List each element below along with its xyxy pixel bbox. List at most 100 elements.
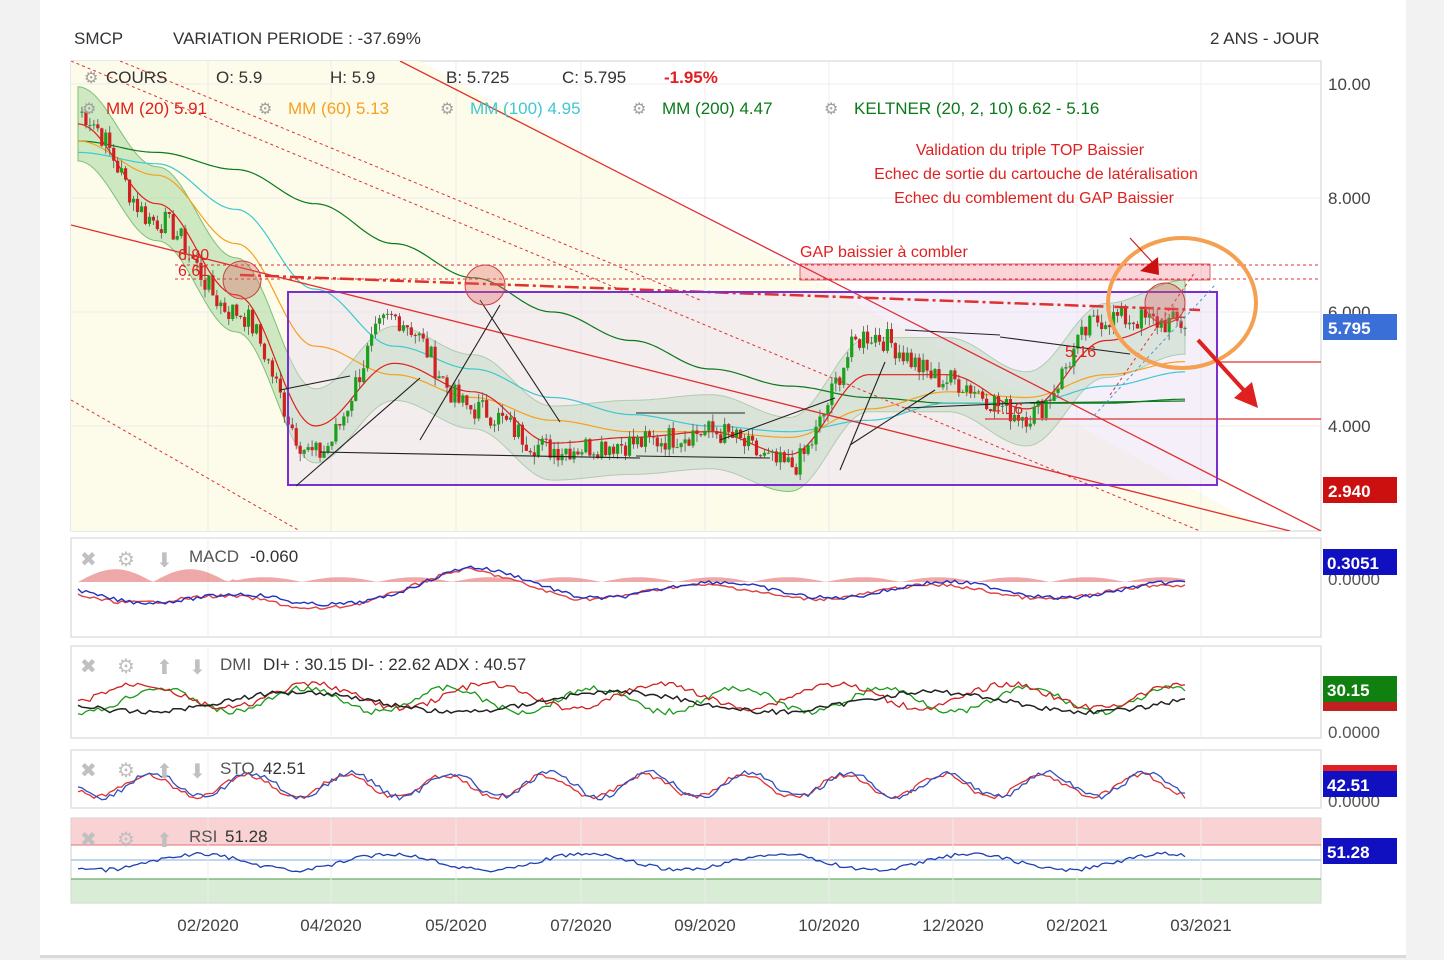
- dmi-panel: ✖ ⚙ ⬆ ⬇ DMI DI+ : 30.15 DI- : 22.62 ADX …: [70, 645, 1397, 742]
- close-icon[interactable]: ✖: [80, 549, 97, 571]
- candle-body: [612, 446, 616, 454]
- candle-body: [155, 220, 159, 230]
- gear-icon[interactable]: ⚙: [117, 549, 135, 571]
- gear-icon[interactable]: ⚙: [117, 656, 135, 678]
- macd-grid: [207, 538, 1202, 637]
- candle-body: [1119, 306, 1124, 316]
- close-icon[interactable]: ✖: [80, 656, 97, 678]
- y-tick-label: 8.000: [1328, 189, 1371, 208]
- candle-body: [266, 359, 271, 361]
- candle-body: [754, 440, 759, 456]
- candle-body: [865, 331, 870, 344]
- arrow-down-icon[interactable]: ⬇: [156, 550, 173, 572]
- gear-icon[interactable]: ⚙: [824, 101, 838, 118]
- dmi-zero-label: 0.0000: [1328, 723, 1380, 742]
- sto-tag: [1323, 771, 1397, 797]
- candle-body: [774, 451, 778, 463]
- candle-body: [905, 352, 909, 362]
- candle-body: [957, 379, 961, 393]
- candle-body: [818, 416, 822, 427]
- candle-body: [814, 426, 818, 445]
- gear-icon[interactable]: ⚙: [632, 101, 646, 118]
- close-icon[interactable]: ✖: [80, 760, 97, 782]
- candle-body: [616, 444, 620, 454]
- candle-body: [619, 444, 624, 446]
- candle-body: [742, 437, 747, 447]
- candle-body: [346, 410, 350, 417]
- candle-body: [643, 431, 647, 447]
- candle-body: [671, 428, 675, 448]
- candle-body: [961, 391, 965, 393]
- arrow-up-icon[interactable]: ⬆: [156, 830, 173, 852]
- candle-body: [1008, 399, 1013, 422]
- candle-body: [1080, 326, 1084, 335]
- candle-body: [88, 125, 92, 127]
- candle-body: [381, 314, 386, 319]
- candle-body: [1004, 399, 1009, 406]
- candle-body: [528, 450, 532, 453]
- gear-icon[interactable]: ⚙: [258, 101, 272, 118]
- short-uptrend-dash-2: [1109, 271, 1196, 396]
- arrow-down-icon[interactable]: ⬇: [189, 761, 206, 783]
- arrow-up-icon[interactable]: ⬆: [156, 761, 173, 783]
- candle-body: [1115, 312, 1120, 316]
- gear-icon[interactable]: ⚙: [440, 101, 454, 118]
- candle-body: [798, 448, 802, 475]
- gear-icon[interactable]: ⚙: [84, 70, 98, 87]
- candle-body: [588, 439, 592, 456]
- candle-body: [822, 413, 826, 417]
- candle-body: [421, 333, 425, 339]
- candle-body: [100, 128, 104, 146]
- close-icon[interactable]: ✖: [80, 829, 97, 851]
- candle-body: [655, 437, 659, 447]
- short-uptrend-dash: [1089, 284, 1216, 421]
- x-tick-label: 03/2021: [1170, 916, 1231, 935]
- candle-body: [318, 442, 322, 458]
- candle-body: [1040, 400, 1044, 418]
- candle-body: [373, 323, 378, 335]
- candle-body: [231, 304, 235, 319]
- candle-body: [600, 441, 604, 459]
- candle-body: [1159, 320, 1163, 328]
- arrow-down-icon[interactable]: ⬇: [189, 657, 206, 679]
- gear-icon[interactable]: ⚙: [82, 101, 96, 118]
- candle-body: [282, 392, 286, 417]
- candle-body: [826, 405, 830, 414]
- dmi-label: DMI: [220, 655, 251, 674]
- candle-body: [96, 124, 100, 129]
- level-661-label: 6.61: [178, 263, 209, 280]
- candle-body: [1163, 320, 1167, 333]
- candle-body: [405, 325, 409, 328]
- sto-panel-frame: [70, 749, 1322, 809]
- trend-lines: [279, 299, 1131, 487]
- low-price-tag-text: 2.940: [1328, 482, 1371, 501]
- x-tick-label: 12/2020: [922, 916, 983, 935]
- candle-body: [1060, 368, 1064, 389]
- candle-body: [203, 279, 207, 290]
- level-690-label: 6.90: [178, 247, 209, 264]
- bearish-arrow-shaft: [1196, 338, 1252, 399]
- candle-body: [358, 377, 362, 383]
- gap-zone: [799, 263, 1211, 281]
- candle-body: [687, 439, 691, 446]
- candle-body: [108, 132, 112, 148]
- candle-body: [524, 444, 528, 451]
- arrow-up-icon[interactable]: ⬆: [156, 657, 173, 679]
- candle-body: [889, 329, 893, 344]
- candle-body: [929, 370, 933, 379]
- candle-body: [377, 318, 382, 324]
- candle-body: [306, 447, 310, 450]
- candle-body: [310, 447, 314, 451]
- x-tick-label: 04/2020: [300, 916, 361, 935]
- period-label[interactable]: 2 ANS - JOUR: [1210, 29, 1320, 48]
- candle-body: [326, 446, 330, 452]
- candle-body: [635, 436, 640, 445]
- rsi-tag: [1323, 838, 1397, 864]
- annotation-line-1: Validation du triple TOP Baissier: [916, 142, 1145, 159]
- gear-icon[interactable]: ⚙: [117, 760, 135, 782]
- candle-body: [647, 431, 651, 437]
- candle-body: [794, 467, 798, 475]
- candle-body: [576, 451, 580, 455]
- bearish-arrow-head: [1234, 382, 1258, 408]
- gear-icon[interactable]: ⚙: [117, 829, 135, 851]
